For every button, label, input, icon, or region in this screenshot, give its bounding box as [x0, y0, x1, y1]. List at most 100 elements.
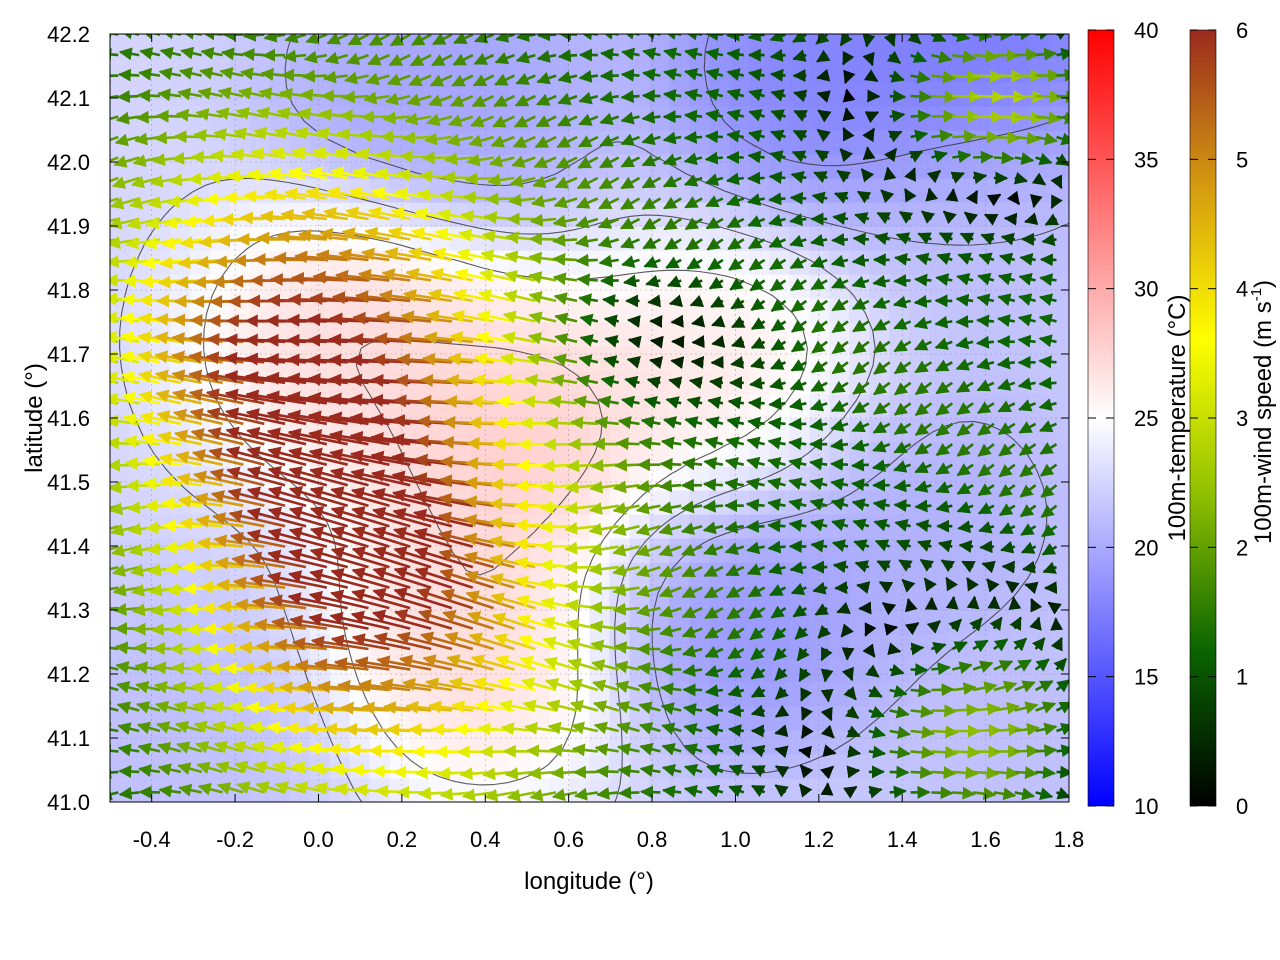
wind-arrow: [883, 623, 898, 636]
wind-arrow: [952, 786, 976, 800]
heatmap-cell: [769, 658, 790, 683]
heatmap-cell: [549, 250, 571, 275]
heatmap-cell: [729, 490, 750, 515]
heatmap-cell: [369, 754, 391, 779]
heatmap-cell: [669, 490, 690, 515]
heatmap-cell: [949, 754, 970, 779]
heatmap-cell: [110, 610, 131, 635]
x-tick-label: 1.2: [804, 827, 835, 852]
heatmap-cell: [829, 538, 850, 563]
heatmap-cell: [969, 130, 990, 155]
wind-arrow: [858, 601, 872, 615]
heatmap-cell: [509, 538, 531, 563]
heatmap-cell: [889, 682, 910, 707]
heatmap-cell: [1049, 514, 1069, 539]
heatmap-cell: [689, 394, 710, 419]
heatmap-cell: [229, 610, 251, 635]
heatmap-cell: [769, 226, 790, 251]
wind-arrow: [690, 355, 705, 369]
wind-arrow: [618, 786, 640, 800]
heatmap-cell: [529, 202, 551, 227]
heatmap-cell: [1049, 586, 1069, 611]
wind-arrow: [1035, 765, 1056, 779]
heatmap-cell: [609, 562, 631, 587]
heatmap-cell: [249, 202, 271, 227]
heatmap-cell: [609, 754, 631, 779]
wind-arrow: [125, 479, 161, 493]
heatmap-cell: [729, 562, 750, 587]
heatmap-cell: [589, 442, 611, 467]
heatmap-cell: [129, 562, 151, 587]
heatmap-cell: [769, 394, 790, 419]
heatmap-cell: [829, 658, 850, 683]
heatmap-cell: [949, 82, 970, 107]
heatmap-cell: [149, 130, 171, 155]
wind-arrow: [539, 520, 578, 534]
heatmap-cell: [909, 274, 930, 299]
heatmap-cell: [849, 418, 870, 443]
wind-arrow: [910, 90, 933, 104]
wind-arrow: [110, 744, 119, 758]
heatmap-cell: [889, 754, 910, 779]
heatmap-cell: [209, 202, 231, 227]
heatmap-cell: [609, 442, 631, 467]
heatmap-cell: [1029, 418, 1050, 443]
heatmap-cell: [209, 634, 231, 659]
wind-arrow: [683, 130, 703, 144]
heatmap-cell: [829, 778, 850, 802]
x-tick-label: 0.8: [637, 827, 668, 852]
heatmap-cell: [449, 466, 471, 491]
wind-arrow: [846, 765, 861, 779]
heatmap-cell: [649, 130, 671, 155]
wind-arrow: [564, 580, 598, 594]
wind-arrow: [996, 335, 1015, 349]
heatmap-cell: [309, 346, 331, 371]
y-tick-label: 41.0: [47, 790, 90, 815]
wind-arrow: [831, 233, 849, 247]
heatmap-cell: [929, 82, 950, 107]
heatmap-cell: [929, 682, 950, 707]
wind-arrow: [118, 765, 140, 779]
wind-arrow: [110, 458, 140, 472]
x-tick-label: 1.0: [720, 827, 751, 852]
wind-arrow: [767, 519, 786, 533]
wind-colorbar-label: 100m-wind speed (m s-1): [1248, 280, 1277, 544]
wind-arrow: [162, 519, 202, 533]
wind-arrow: [557, 49, 578, 63]
heatmap-cell: [409, 394, 431, 419]
heatmap-cell: [1029, 130, 1050, 155]
heatmap-cell: [689, 130, 710, 155]
heatmap-cell: [229, 58, 251, 83]
heatmap-cell: [909, 250, 930, 275]
x-tick-label: 0.4: [470, 827, 501, 852]
heatmap-cell: [629, 322, 651, 347]
wind-arrow: [380, 130, 411, 144]
heatmap-cell: [389, 82, 411, 107]
heatmap-cell: [849, 754, 870, 779]
wind-arrow: [537, 34, 557, 42]
heatmap-cell: [949, 682, 970, 707]
wind-arrow: [788, 417, 807, 431]
heatmap-cell: [689, 466, 710, 491]
heatmap-cell: [809, 130, 830, 155]
wind-arrow: [702, 499, 723, 513]
heatmap-cell: [549, 754, 571, 779]
heatmap-cell: [609, 658, 631, 683]
heatmap-cell: [549, 322, 571, 347]
heatmap-cell: [869, 34, 890, 59]
heatmap-cell: [969, 778, 990, 802]
heatmap-cell: [769, 466, 790, 491]
heatmap-cell: [969, 58, 990, 83]
heatmap-cell: [1049, 778, 1069, 802]
wind-arrow: [1014, 766, 1039, 780]
colorbar-tick-label: 25: [1134, 406, 1158, 431]
heatmap-cell: [489, 466, 511, 491]
heatmap-cell: [869, 274, 890, 299]
heatmap-cell: [889, 586, 910, 611]
wind-arrow: [110, 436, 140, 450]
wind-arrow: [972, 34, 993, 42]
heatmap-cell: [369, 130, 391, 155]
heatmap-cell: [789, 106, 810, 131]
heatmap-cell: [209, 682, 231, 707]
heatmap-cell: [889, 634, 910, 659]
